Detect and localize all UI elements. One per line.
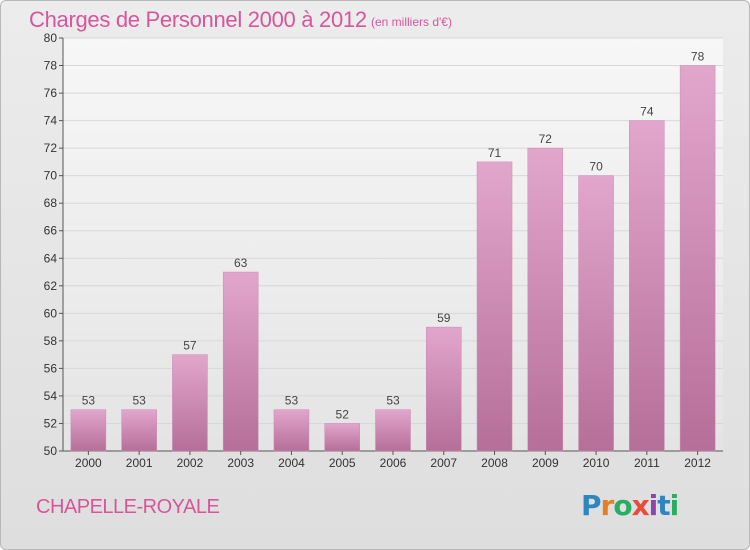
bar-value-label: 72 <box>539 132 553 146</box>
x-tick-label: 2008 <box>481 456 508 470</box>
bar-value-label: 53 <box>285 394 299 408</box>
logo-letter: t <box>657 489 670 522</box>
y-tick-label: 78 <box>44 59 58 73</box>
x-tick-label: 2000 <box>75 456 102 470</box>
x-tick-label: 2001 <box>126 456 153 470</box>
bar-value-label: 78 <box>691 50 705 64</box>
y-tick-label: 64 <box>44 251 58 265</box>
bar[interactable] <box>679 65 716 452</box>
logo-letter: x <box>631 489 650 522</box>
y-tick-label: 68 <box>44 196 58 210</box>
bar[interactable] <box>629 120 665 452</box>
y-tick-label: 66 <box>44 224 58 238</box>
bar[interactable] <box>375 409 411 452</box>
bar[interactable] <box>222 271 259 452</box>
y-tick-label: 74 <box>44 114 58 128</box>
chart-title: Charges de Personnel 2000 à 2012 <box>29 7 367 32</box>
bar[interactable] <box>426 326 462 452</box>
x-tick-label: 2007 <box>430 456 457 470</box>
bar[interactable] <box>476 161 513 452</box>
y-tick-label: 56 <box>44 361 58 375</box>
y-tick-label: 52 <box>44 416 58 430</box>
bar-value-label: 74 <box>640 105 654 119</box>
chart-unit: (en milliers d'€) <box>371 15 452 29</box>
proxiti-logo[interactable]: Proxiti <box>581 489 680 522</box>
bar-value-label: 71 <box>488 146 502 160</box>
y-tick-label: 54 <box>44 389 58 403</box>
bar-value-label: 52 <box>336 407 350 421</box>
bar-value-label: 59 <box>437 311 451 325</box>
plot-area <box>63 38 723 451</box>
bar[interactable] <box>121 409 157 452</box>
y-tick-label: 80 <box>44 31 58 45</box>
bar-value-label: 53 <box>132 394 146 408</box>
y-tick-label: 70 <box>44 169 58 183</box>
bar-value-label: 53 <box>82 394 96 408</box>
y-tick-label: 58 <box>44 334 58 348</box>
bar-value-label: 70 <box>589 160 603 174</box>
bar[interactable] <box>324 423 360 452</box>
bar[interactable] <box>273 409 310 452</box>
x-tick-label: 2006 <box>380 456 407 470</box>
location-name: CHAPELLE-ROYALE <box>36 496 220 518</box>
logo-letter: r <box>600 489 615 522</box>
x-tick-label: 2012 <box>684 456 711 470</box>
x-tick-label: 2011 <box>634 456 660 470</box>
logo-letter: i <box>648 489 659 522</box>
bar[interactable] <box>578 175 614 452</box>
bar[interactable] <box>527 147 564 452</box>
x-tick-label: 2002 <box>177 456 204 470</box>
bar[interactable] <box>172 354 208 452</box>
bar-value-label: 53 <box>386 394 400 408</box>
x-tick-label: 2005 <box>329 456 356 470</box>
x-tick-label: 2004 <box>278 456 305 470</box>
y-tick-label: 76 <box>44 86 58 100</box>
x-tick-label: 2009 <box>532 456 559 470</box>
y-tick-label: 50 <box>44 444 58 458</box>
bar[interactable] <box>70 409 107 452</box>
y-tick-label: 72 <box>44 141 58 155</box>
x-tick-label: 2010 <box>583 456 610 470</box>
logo-letter: o <box>613 489 632 522</box>
x-tick-label: 2003 <box>227 456 254 470</box>
y-tick-label: 62 <box>44 279 58 293</box>
bar-value-label: 63 <box>234 256 248 270</box>
bar-value-label: 57 <box>183 339 197 353</box>
logo-letter: i <box>669 489 680 522</box>
logo-letter: P <box>581 489 602 522</box>
y-tick-label: 60 <box>44 306 58 320</box>
